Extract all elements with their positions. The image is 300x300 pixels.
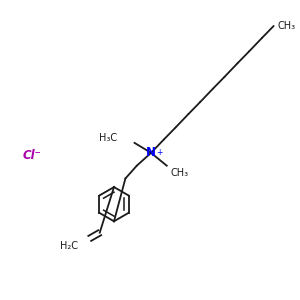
Text: +: +: [156, 148, 163, 157]
Text: H₃C: H₃C: [99, 133, 117, 143]
Text: CH₃: CH₃: [170, 168, 189, 178]
Text: CH₃: CH₃: [278, 21, 296, 31]
Text: H₂C: H₂C: [60, 242, 78, 251]
Text: Cl⁻: Cl⁻: [23, 149, 42, 162]
Text: N: N: [146, 146, 156, 159]
